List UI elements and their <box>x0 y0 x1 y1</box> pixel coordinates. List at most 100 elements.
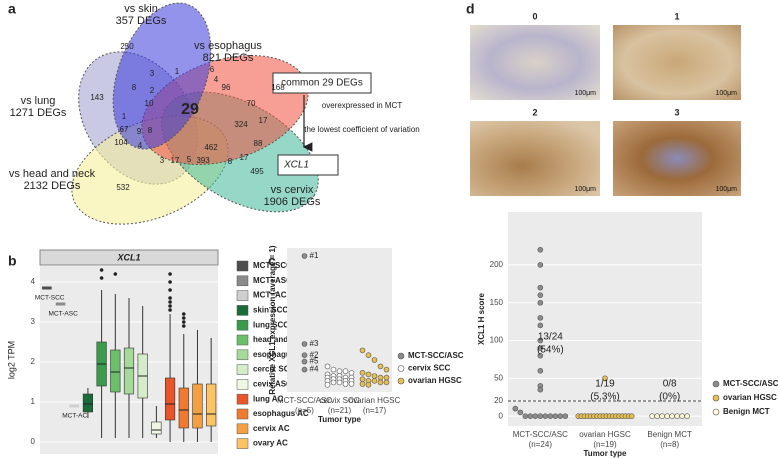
legend-label: cervix AC <box>253 424 290 433</box>
annotation: 0/8 <box>663 379 677 390</box>
flow-box <box>277 154 339 176</box>
data-point <box>348 381 355 387</box>
venn-set-count: 2132 DEGs <box>24 180 81 192</box>
outlier <box>168 300 172 304</box>
x-tick-note: (n=17) <box>363 406 387 415</box>
x-tick-note: (n=24) <box>529 440 553 449</box>
data-point <box>383 379 390 386</box>
ihc-image <box>613 121 741 196</box>
panel-label: b <box>8 253 17 269</box>
x-tick-label: MCT-SCC/ASC <box>277 396 332 405</box>
ihc-image <box>613 25 741 100</box>
box <box>164 377 176 421</box>
panel-label: a <box>8 1 16 17</box>
annotation: MCT-AC <box>62 413 87 420</box>
x-tick-label: MCT-SCC/ASC <box>513 430 568 439</box>
data-point <box>537 292 544 298</box>
legend-swatch <box>236 379 249 390</box>
venn-count: 88 <box>254 139 263 148</box>
legend-marker <box>712 408 720 416</box>
venn-count: 9 <box>137 127 142 136</box>
data-point <box>359 381 366 387</box>
venn-count: 5 <box>187 155 192 164</box>
data-point <box>537 337 544 344</box>
venn-count: 17 <box>259 116 268 125</box>
point-label: #4 <box>310 365 319 374</box>
data-point <box>342 381 349 387</box>
venn-count: 250 <box>120 42 134 51</box>
data-point <box>679 413 685 419</box>
y-tick-label: 1 <box>31 397 36 406</box>
panel-label: d <box>466 1 475 17</box>
data-point <box>330 379 337 386</box>
outlier <box>99 276 104 280</box>
venn-count: 67 <box>120 125 129 134</box>
point-label: #1 <box>310 251 319 260</box>
legend-label: MCT−SCC <box>253 261 292 270</box>
outlier <box>168 308 172 312</box>
data-point <box>336 368 343 375</box>
scale-bar-label: 100μm <box>715 90 737 97</box>
data-point <box>537 352 544 359</box>
x-tick-note: (n=8) <box>660 440 679 449</box>
x-tick-label: Benign MCT <box>647 430 692 439</box>
strip-header <box>39 249 219 266</box>
data-point <box>301 352 308 359</box>
data-point <box>383 366 390 373</box>
data-point <box>542 413 549 419</box>
venn-count: 4 <box>138 141 143 150</box>
venn-count: 70 <box>247 99 256 108</box>
data-point <box>359 347 366 354</box>
point-label: #3 <box>310 339 319 348</box>
data-point <box>527 413 534 419</box>
venn-count: 17 <box>240 153 249 162</box>
x-tick-note: (n=19) <box>593 440 617 449</box>
outlier <box>181 316 186 320</box>
legend-swatch <box>236 408 249 420</box>
y-axis-title: XCL1 H score <box>477 292 486 345</box>
legend-swatch <box>236 349 249 361</box>
venn-set-name: vs head and neck <box>9 168 96 180</box>
ihc-score: 2 <box>532 107 537 117</box>
venn-count: 1 <box>175 67 180 76</box>
annotation: (54%) <box>537 345 564 356</box>
ihc-image <box>470 121 600 196</box>
data-point <box>365 381 372 388</box>
data-point <box>359 376 366 383</box>
venn-count: 8 <box>228 157 233 166</box>
data-point <box>649 413 655 419</box>
annotation: 1/19 <box>595 379 615 390</box>
legend-label: esophagus SCC <box>253 350 315 359</box>
data-point <box>537 299 544 306</box>
data-point <box>301 358 308 365</box>
data-point <box>537 367 544 374</box>
box <box>206 383 217 427</box>
legend-label: MCT-SCC/ASC <box>408 351 464 360</box>
venn-count: 10 <box>145 99 154 108</box>
outlier <box>168 272 172 276</box>
outlier <box>113 272 118 276</box>
legend-marker <box>397 377 405 385</box>
data-point <box>669 413 675 419</box>
data-point <box>330 366 337 373</box>
y-tick-label: 150 <box>490 298 504 307</box>
legend-label: MCT−ASC <box>253 276 292 285</box>
data-point <box>532 413 539 419</box>
venn-count: 8 <box>132 83 137 92</box>
data-point <box>537 262 544 268</box>
box <box>110 349 121 393</box>
data-point <box>324 381 331 388</box>
scale-bar-label: 100μm <box>574 186 596 193</box>
flow-box <box>272 72 372 94</box>
y-axis-title: Relative XCL1 expression (average = 1) <box>268 245 277 395</box>
venn-set <box>112 2 212 150</box>
legend-label: Benign MCT <box>723 407 770 416</box>
y-tick-label: 200 <box>490 260 504 269</box>
flowchart <box>272 72 372 176</box>
point-label: #5 <box>310 357 319 366</box>
data-point <box>557 413 564 419</box>
data-point <box>537 345 544 351</box>
venn <box>71 2 319 225</box>
y-tick-label: 3 <box>31 317 36 326</box>
